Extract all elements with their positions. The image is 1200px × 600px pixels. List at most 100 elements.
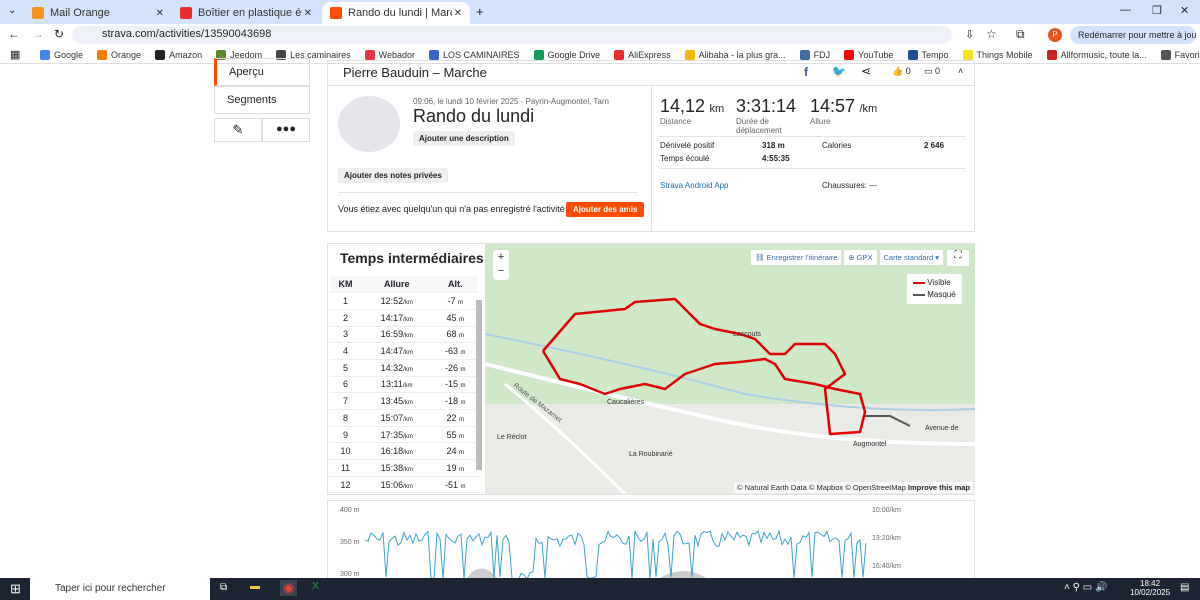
close-window-button[interactable]: ✕ xyxy=(1180,5,1190,17)
extensions-icon[interactable]: ⧉ xyxy=(1016,27,1025,41)
map-canvas[interactable]: Lascouts Caucalières Le Réclot La Roubin… xyxy=(485,244,975,494)
bookmark[interactable]: Jeedom xyxy=(216,49,262,60)
add-description-button[interactable]: Ajouter une description xyxy=(413,131,515,146)
bookmark[interactable]: Webador xyxy=(364,49,415,60)
split-km: 9 xyxy=(330,426,362,444)
tab-list-icon[interactable]: ⌄ xyxy=(8,5,17,16)
chrome-icon[interactable]: ◉ xyxy=(280,580,298,596)
edit-button[interactable]: ✎ xyxy=(214,118,262,142)
bookmark[interactable]: Les caminaires xyxy=(276,49,351,60)
split-km: 11 xyxy=(330,459,362,477)
attribution-links[interactable]: © Natural Earth Data © Mapbox © OpenStre… xyxy=(737,483,906,492)
zoom-out-button[interactable]: − xyxy=(497,265,505,277)
save-route-button[interactable]: ⛓ Enregistrer l'itinéraire xyxy=(751,250,842,265)
bookmark[interactable]: Alibaba - la plus gra... xyxy=(684,49,786,60)
restart-button[interactable]: Redémarrer pour mettre à jour ⋮ xyxy=(1070,26,1196,44)
back-button[interactable]: ← xyxy=(8,27,20,41)
map-style-select[interactable]: Carte standard ▾ xyxy=(879,250,943,265)
twitter-icon[interactable]: 🐦 xyxy=(832,66,846,78)
split-row: 3 16:59/km 68 m xyxy=(330,326,478,344)
kudos-button[interactable]: 👍 0 xyxy=(892,66,911,76)
bookmark[interactable]: Tempo xyxy=(907,49,949,60)
bookmark[interactable]: LOS CAMINAIRES xyxy=(429,49,520,60)
task-view-icon[interactable]: ⧉ xyxy=(220,582,228,593)
moving-time-value: 3:31:14 xyxy=(736,96,797,116)
close-icon[interactable]: ✕ xyxy=(155,7,164,19)
tab-mail-orange[interactable]: Mail Orange ✕ xyxy=(24,2,172,24)
elevation-value: 318 m xyxy=(762,141,785,150)
notifications-icon[interactable]: ▤ xyxy=(1180,582,1190,593)
splits-map-panel: Temps intermédiaires KM Allure Alt. 1 12:52/… xyxy=(327,243,975,495)
sidebar-item-apercu[interactable]: Aperçu xyxy=(214,58,310,86)
bookmark-icon xyxy=(97,49,108,60)
split-row: 1 12:52/km -7 m xyxy=(330,292,478,310)
facebook-icon[interactable]: f xyxy=(804,65,808,79)
bookmark[interactable]: Orange xyxy=(97,49,141,60)
split-row: 10 16:18/km 24 m xyxy=(330,442,478,461)
add-notes-button[interactable]: Ajouter des notes privées xyxy=(338,168,448,183)
bookmark[interactable]: AliExpress xyxy=(614,49,671,60)
bookmark[interactable]: Amazon xyxy=(155,49,202,60)
file-explorer-icon[interactable]: ▬ xyxy=(250,581,260,592)
place-label: Lascouts xyxy=(733,331,762,338)
gpx-button[interactable]: ⊕ GPX xyxy=(844,250,877,265)
close-icon[interactable]: ✕ xyxy=(303,7,312,19)
comments-count: 0 xyxy=(935,66,941,76)
bookmark-label: Tempo xyxy=(921,49,949,60)
bookmark[interactable]: Google xyxy=(40,49,83,60)
tab-boitier[interactable]: Boîtier en plastique étanche ext✕ xyxy=(172,2,320,24)
avatar[interactable]: P xyxy=(1048,28,1062,42)
split-alt: -15 m xyxy=(432,376,478,394)
bookmark[interactable]: Allformusic, toute la... xyxy=(1046,49,1147,60)
comments-button[interactable]: ▭ 0 xyxy=(924,66,941,76)
add-friends-button[interactable]: Ajouter des amis xyxy=(566,202,645,217)
elapsed-label: Temps écoulé xyxy=(660,154,710,163)
col-km: KM xyxy=(330,276,362,294)
scrollbar[interactable] xyxy=(476,300,482,470)
tab-title: Mail Orange xyxy=(50,7,110,19)
activity-meta: 09:06, le lundi 10 février 2025 · Payrin… xyxy=(413,97,609,106)
split-row: 12 15:06/km -51 m xyxy=(330,476,478,494)
forward-button[interactable]: → xyxy=(32,27,44,41)
reload-button[interactable]: ↻ xyxy=(54,27,65,41)
new-tab-button[interactable]: + xyxy=(476,4,484,19)
bookmark[interactable]: Favoris xyxy=(1160,49,1200,60)
chart-plot[interactable] xyxy=(365,511,867,581)
bookmark-label: Google Drive xyxy=(547,49,601,60)
minimize-button[interactable]: — xyxy=(1120,4,1131,16)
label: Allure xyxy=(810,117,831,126)
split-pace: 14:47/km xyxy=(361,342,433,360)
y2-tick: 16:40/km xyxy=(872,563,901,570)
bookmark[interactable]: YouTube xyxy=(844,49,894,60)
collapse-icon[interactable]: ˄ xyxy=(958,66,964,76)
maximize-button[interactable]: ❐ xyxy=(1152,5,1162,17)
taskbar-search[interactable]: Taper ici pour rechercher xyxy=(30,578,210,600)
improve-map-link[interactable]: Improve this map xyxy=(907,483,970,492)
bookmark[interactable]: Google Drive xyxy=(533,49,601,60)
split-alt: -7 m xyxy=(432,292,478,310)
col-pace: Allure xyxy=(361,276,433,294)
install-icon[interactable]: ⇩ xyxy=(965,29,975,41)
apps-icon[interactable]: ▦ xyxy=(10,49,21,61)
close-icon[interactable]: ✕ xyxy=(453,7,462,19)
address-bar[interactable]: strava.com/activities/13590043698 xyxy=(72,26,952,44)
sidebar-item-segments[interactable]: Segments xyxy=(214,86,310,114)
map[interactable]: Lascouts Caucalières Le Réclot La Roubin… xyxy=(485,244,975,494)
tab-strava[interactable]: Rando du lundi | Marche | Strava✕ xyxy=(322,2,470,24)
windows-start-icon[interactable]: ⊞ xyxy=(10,581,21,596)
avatar[interactable] xyxy=(338,96,400,152)
bookmark[interactable]: FDJ xyxy=(799,49,830,60)
clock[interactable]: 18:42 10/02/2025 xyxy=(1130,579,1170,597)
split-pace: 13:45/km xyxy=(361,392,433,410)
tray-icons[interactable]: ˄ ⚲ ▭ 🔊 xyxy=(1064,582,1108,593)
share-icon[interactable]: ⋖ xyxy=(861,64,872,78)
device-link[interactable]: Strava Android App xyxy=(660,181,729,190)
y-tick: 300 m xyxy=(340,571,360,578)
more-button[interactable]: ●●● xyxy=(262,118,310,142)
star-icon[interactable]: ☆ xyxy=(986,27,997,41)
zoom-in-button[interactable]: + xyxy=(497,251,505,263)
excel-icon[interactable]: X xyxy=(312,581,319,592)
bookmark[interactable]: Things Mobile xyxy=(962,49,1033,60)
pencil-icon: ✎ xyxy=(232,122,244,137)
fullscreen-button[interactable]: ⛶ xyxy=(947,250,969,266)
